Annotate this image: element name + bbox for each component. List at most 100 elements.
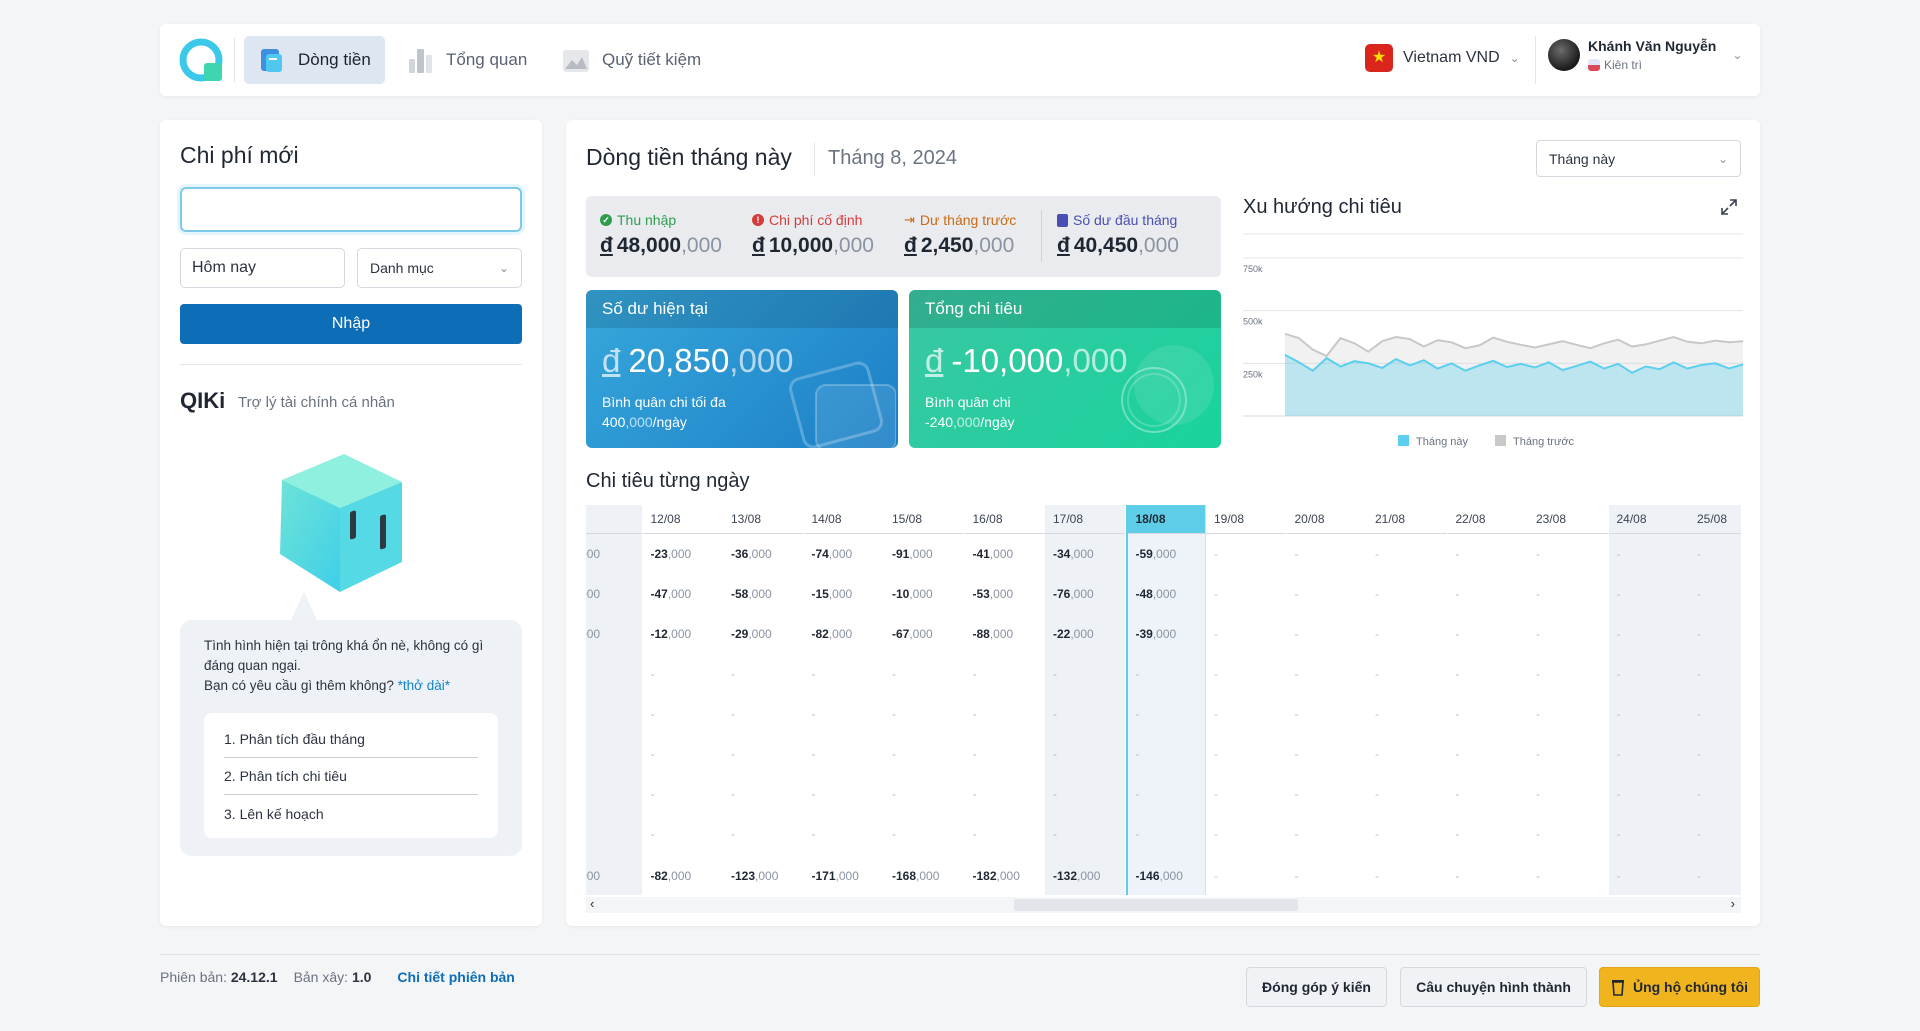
empty-cell[interactable]: -	[1294, 707, 1299, 721]
expense-cell[interactable]: 5,000	[586, 534, 642, 574]
empty-cell[interactable]: -	[1375, 787, 1379, 801]
empty-cell[interactable]: -	[1616, 587, 1621, 601]
day-column-header[interactable]: 16/08	[964, 505, 1045, 534]
empty-cell[interactable]: -	[811, 787, 816, 801]
option-analyze-start-month[interactable]: 1. Phân tích đầu tháng	[224, 721, 478, 758]
empty-cell[interactable]: -	[1375, 747, 1379, 761]
empty-cell[interactable]: -	[1616, 667, 1621, 681]
empty-cell[interactable]: -	[1697, 787, 1701, 801]
empty-cell[interactable]: -	[1536, 707, 1540, 721]
expense-date-field[interactable]: Hôm nay	[180, 248, 345, 288]
empty-cell[interactable]: -	[811, 667, 816, 681]
empty-cell[interactable]: -	[811, 827, 816, 841]
empty-cell[interactable]: -	[1536, 547, 1540, 561]
empty-cell[interactable]: -	[1455, 827, 1460, 841]
expense-cell[interactable]: -82,000	[804, 614, 884, 654]
expense-cell[interactable]: 5,000	[586, 614, 642, 654]
day-column-header[interactable]: 19/08	[1206, 505, 1286, 534]
empty-cell[interactable]: -	[1375, 587, 1379, 601]
empty-cell[interactable]: -	[1455, 587, 1460, 601]
empty-cell[interactable]: -	[1697, 667, 1701, 681]
tab-cash-flow[interactable]: Dòng tiền	[244, 36, 385, 84]
expense-cell[interactable]: -29,000	[723, 614, 803, 654]
empty-cell[interactable]: -	[972, 747, 977, 761]
empty-cell[interactable]: -	[650, 707, 655, 721]
empty-cell[interactable]: -	[731, 787, 735, 801]
empty-cell[interactable]: -	[650, 827, 655, 841]
empty-cell[interactable]: -	[1294, 787, 1299, 801]
empty-cell[interactable]: -	[1294, 747, 1299, 761]
empty-cell[interactable]: -	[1616, 627, 1621, 641]
empty-cell[interactable]: -	[1697, 707, 1701, 721]
empty-cell[interactable]: -	[586, 774, 642, 814]
expense-cell[interactable]: -48,000	[1128, 574, 1205, 614]
empty-cell[interactable]: -	[1536, 627, 1540, 641]
empty-cell[interactable]: -	[1616, 707, 1621, 721]
day-column-header[interactable]: 17/08	[1045, 505, 1125, 534]
expense-cell[interactable]: -58,000	[723, 574, 803, 614]
day-column-header[interactable]: 24/08	[1608, 505, 1689, 534]
empty-cell[interactable]: -	[1294, 587, 1299, 601]
empty-cell[interactable]: -	[1053, 787, 1057, 801]
version-details-link[interactable]: Chi tiết phiên bản	[397, 969, 515, 985]
expense-cell[interactable]: -88,000	[965, 614, 1045, 654]
empty-cell[interactable]: -	[1375, 827, 1379, 841]
feedback-button[interactable]: Đóng góp ý kiến	[1246, 967, 1387, 1007]
period-select[interactable]: Tháng này ⌄	[1536, 140, 1741, 177]
expense-cell[interactable]: -67,000	[884, 614, 964, 654]
empty-cell[interactable]: -	[1697, 627, 1701, 641]
empty-cell[interactable]: -	[1053, 667, 1057, 681]
assistant-sigh-link[interactable]: *thở dài*	[397, 678, 451, 693]
empty-cell[interactable]: -	[1455, 747, 1460, 761]
day-column-header[interactable]: 14/08	[803, 505, 884, 534]
scroll-right-icon[interactable]: ›	[1730, 896, 1735, 911]
empty-cell[interactable]: -	[1294, 547, 1299, 561]
expense-cell[interactable]: -10,000	[884, 574, 964, 614]
tab-overview[interactable]: Tổng quan	[392, 36, 541, 84]
empty-cell[interactable]: -	[1536, 827, 1540, 841]
submit-expense-button[interactable]: Nhập	[180, 304, 522, 344]
currency-selector[interactable]: ★ Vietnam VND ⌄	[1365, 44, 1520, 72]
empty-cell[interactable]: -	[1616, 787, 1621, 801]
expense-cell[interactable]: -23,000	[643, 534, 723, 574]
empty-cell[interactable]: -	[586, 694, 642, 734]
expense-cell[interactable]: -22,000	[1045, 614, 1125, 654]
day-column-header[interactable]: 20/08	[1286, 505, 1367, 534]
empty-cell[interactable]: -	[892, 827, 896, 841]
empty-cell[interactable]: -	[1053, 747, 1057, 761]
empty-cell[interactable]: -	[1375, 667, 1379, 681]
day-column-header[interactable]: 15/08	[884, 505, 964, 534]
category-select[interactable]: Danh mục ⌄	[357, 248, 522, 288]
day-column-header[interactable]: 13/08	[723, 505, 803, 534]
expense-cell[interactable]: -12,000	[643, 614, 723, 654]
empty-cell[interactable]: -	[1697, 747, 1701, 761]
empty-cell[interactable]: -	[972, 787, 977, 801]
expense-cell[interactable]: 5,000	[586, 574, 642, 614]
empty-cell[interactable]: -	[1536, 747, 1540, 761]
empty-cell[interactable]: -	[1135, 707, 1140, 721]
empty-cell[interactable]: -	[1616, 747, 1621, 761]
expense-amount-input[interactable]	[180, 187, 522, 232]
empty-cell[interactable]: -	[1455, 667, 1460, 681]
empty-cell[interactable]: -	[1697, 547, 1701, 561]
empty-cell[interactable]: -	[731, 707, 735, 721]
day-column-header[interactable]: 25/08	[1689, 505, 1741, 534]
expense-cell[interactable]: -39,000	[1128, 614, 1205, 654]
empty-cell[interactable]: -	[811, 707, 816, 721]
empty-cell[interactable]: -	[1616, 827, 1621, 841]
empty-cell[interactable]: -	[650, 747, 655, 761]
day-column-header[interactable]: 21/08	[1367, 505, 1447, 534]
legend-label[interactable]: Tháng này	[1416, 436, 1468, 448]
expense-cell[interactable]: -34,000	[1045, 534, 1125, 574]
empty-cell[interactable]: -	[586, 654, 642, 694]
expense-cell[interactable]: -47,000	[643, 574, 723, 614]
app-logo[interactable]	[178, 37, 226, 85]
empty-cell[interactable]: -	[1214, 587, 1218, 601]
empty-cell[interactable]: -	[1455, 547, 1460, 561]
empty-cell[interactable]: -	[892, 707, 896, 721]
empty-cell[interactable]: -	[586, 734, 642, 774]
empty-cell[interactable]: -	[1536, 787, 1540, 801]
legend-label[interactable]: Tháng trước	[1513, 436, 1575, 448]
expense-cell[interactable]: -41,000	[965, 534, 1045, 574]
tab-savings-fund[interactable]: Quỹ tiết kiệm	[548, 36, 715, 84]
